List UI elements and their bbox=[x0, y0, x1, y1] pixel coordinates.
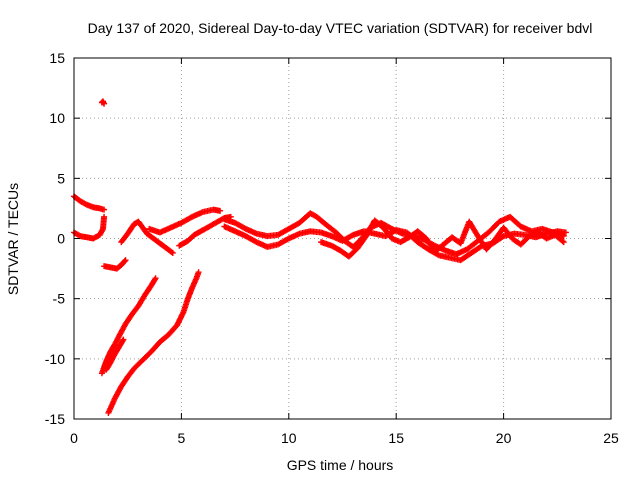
series-upper-left bbox=[71, 193, 108, 213]
data-point bbox=[122, 257, 129, 264]
data-point bbox=[120, 336, 127, 343]
series-steep-a-lower bbox=[103, 336, 127, 373]
data-point bbox=[101, 213, 108, 220]
data-point bbox=[562, 229, 569, 236]
data-point bbox=[169, 249, 176, 256]
x-tick-label: 15 bbox=[388, 430, 404, 446]
data-point bbox=[217, 207, 224, 214]
data-point bbox=[152, 275, 159, 282]
y-tick-label: 0 bbox=[57, 231, 65, 247]
data-point bbox=[101, 100, 108, 107]
y-tick-label: -10 bbox=[45, 351, 65, 367]
x-axis-label: GPS time / hours bbox=[287, 457, 394, 473]
data-point bbox=[195, 269, 202, 276]
data-marks bbox=[71, 98, 569, 416]
y-tick-label: 15 bbox=[49, 50, 65, 66]
series-wave-dip bbox=[318, 217, 567, 260]
data-point bbox=[168, 249, 175, 256]
data-point bbox=[121, 258, 128, 265]
data-point bbox=[151, 276, 158, 283]
data-point bbox=[499, 233, 506, 240]
x-tick-label: 20 bbox=[496, 430, 512, 446]
chart-title: Day 137 of 2020, Sidereal Day-to-day VTE… bbox=[88, 20, 593, 36]
data-point bbox=[560, 233, 567, 240]
data-point bbox=[119, 337, 126, 344]
series-rise bbox=[146, 206, 224, 236]
y-tick-label: -5 bbox=[53, 291, 66, 307]
data-point bbox=[560, 239, 567, 246]
series-steep-a bbox=[98, 275, 159, 377]
series-left-low bbox=[71, 213, 108, 242]
series-dip-mid bbox=[101, 257, 129, 272]
x-tick-label: 25 bbox=[603, 430, 619, 446]
y-axis-label: SDTVAR / TECUs bbox=[5, 183, 21, 295]
data-point bbox=[101, 206, 108, 213]
data-point bbox=[559, 238, 566, 245]
x-tick-label: 5 bbox=[178, 430, 186, 446]
series-outlier bbox=[98, 98, 108, 107]
y-tick-label: 5 bbox=[57, 170, 65, 186]
x-tick-label: 0 bbox=[70, 430, 78, 446]
series-steep-b bbox=[105, 269, 202, 416]
y-tick-label: -15 bbox=[45, 411, 65, 427]
series-mid-hump bbox=[118, 218, 176, 256]
y-tick-label: 10 bbox=[49, 110, 65, 126]
x-tick-label: 10 bbox=[281, 430, 297, 446]
axis-ticks: 0 5 10 15 20 25 -15 -10 -5 0 5 10 15 bbox=[45, 50, 619, 446]
